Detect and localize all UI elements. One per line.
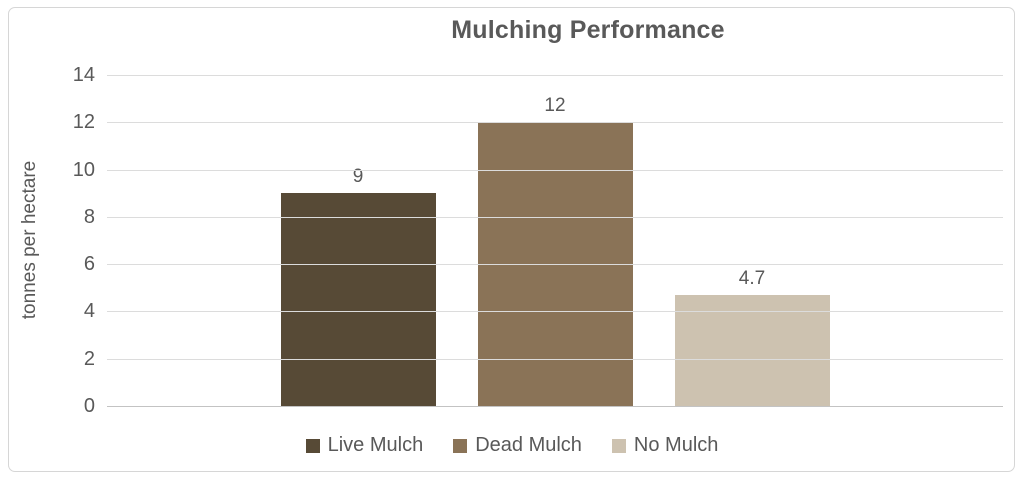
legend-item-dead-mulch: Dead Mulch xyxy=(453,434,582,457)
gridline xyxy=(107,169,1003,171)
y-tick-label: 0 xyxy=(83,395,95,417)
plot-area: 9 12 4.7 xyxy=(107,75,1003,407)
gridline xyxy=(107,75,1003,76)
bar-cell-no-mulch: 4.7 xyxy=(674,267,830,406)
gridline xyxy=(107,358,1003,360)
legend-label: No Mulch xyxy=(633,434,719,456)
gridline xyxy=(107,122,1003,124)
gridline xyxy=(107,216,1003,218)
legend-swatch-icon xyxy=(611,438,626,453)
bar-live-mulch xyxy=(280,193,436,406)
gridline xyxy=(107,311,1003,313)
legend-swatch-icon xyxy=(305,438,320,453)
legend-label: Dead Mulch xyxy=(475,434,582,456)
legend: Live Mulch Dead Mulch No Mulch xyxy=(0,434,1024,457)
y-tick-label: 2 xyxy=(83,347,95,370)
chart-title: Mulching Performance xyxy=(451,16,725,44)
legend-label: Live Mulch xyxy=(327,434,424,456)
gridline xyxy=(107,264,1003,266)
bar-series: 9 12 4.7 xyxy=(107,75,1003,406)
legend-swatch-icon xyxy=(453,438,468,453)
y-tick-label: 4 xyxy=(83,300,95,323)
bar-data-label: 4.7 xyxy=(738,267,766,289)
y-axis-title: tonnes per hectare xyxy=(19,160,40,320)
y-tick-label: 14 xyxy=(72,64,95,86)
x-axis-line xyxy=(107,406,1003,407)
bar-no-mulch xyxy=(674,294,830,406)
bar-data-label: 12 xyxy=(544,95,566,117)
legend-item-live-mulch: Live Mulch xyxy=(305,434,424,457)
y-tick-label: 6 xyxy=(83,253,95,276)
y-tick-label: 10 xyxy=(72,158,95,181)
y-tick-label: 12 xyxy=(72,111,95,134)
bar-cell-live-mulch: 9 xyxy=(280,166,436,406)
y-tick-label: 8 xyxy=(83,205,95,228)
legend-item-no-mulch: No Mulch xyxy=(611,434,719,457)
bar-data-label: 9 xyxy=(352,166,364,188)
